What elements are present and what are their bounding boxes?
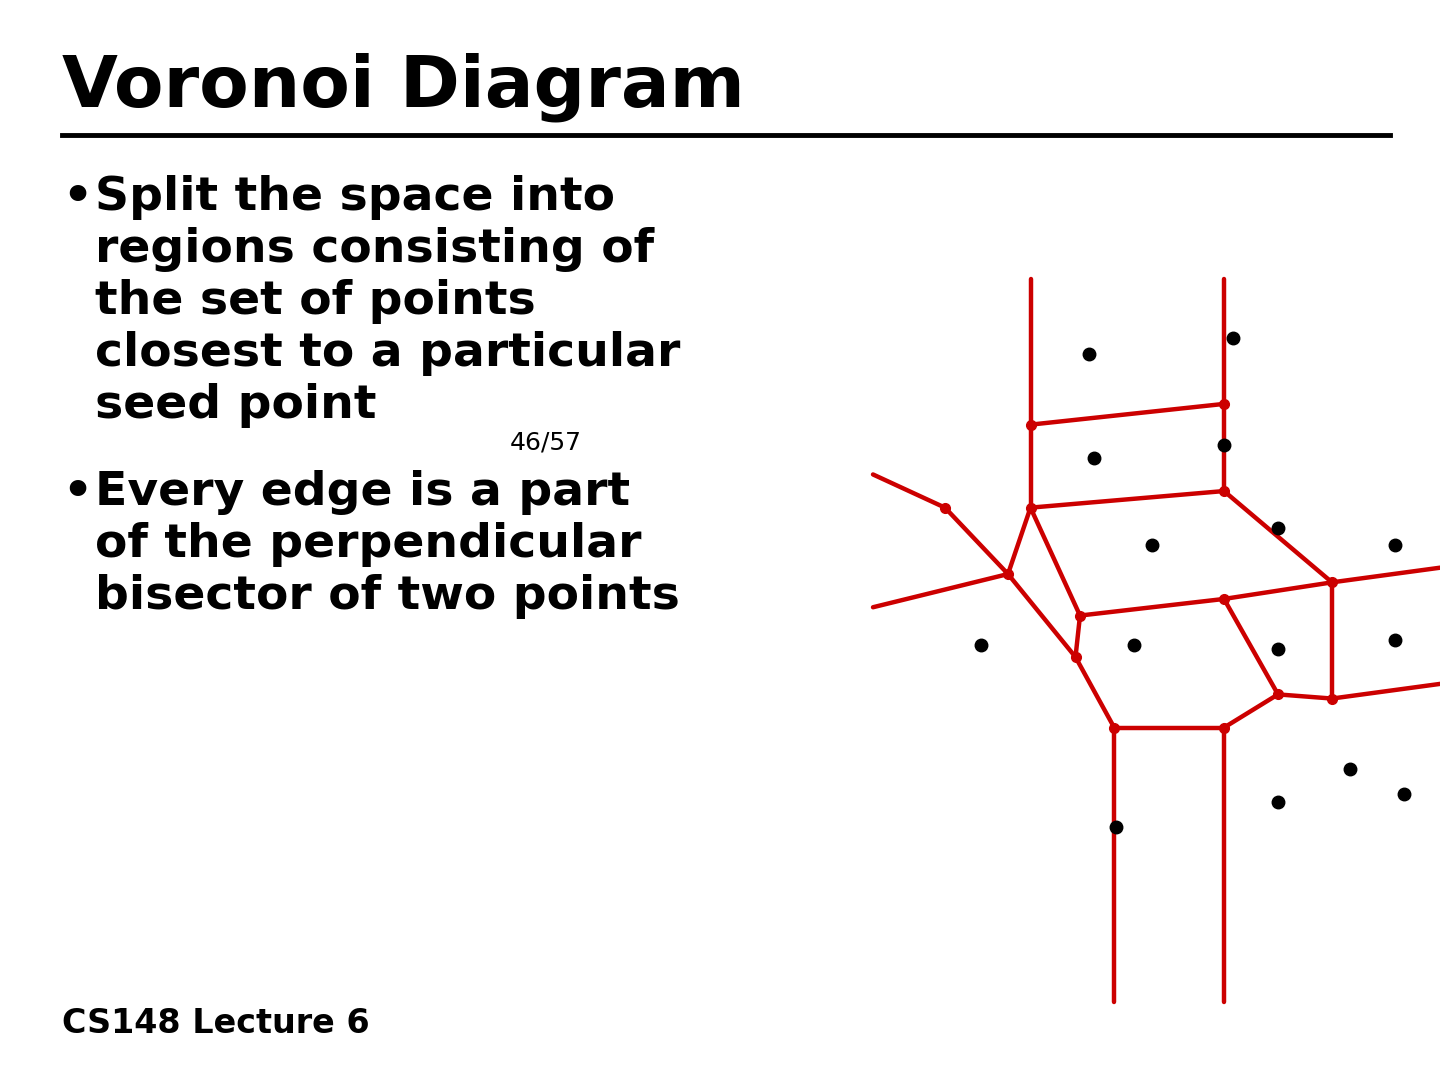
Text: regions consisting of: regions consisting of bbox=[95, 227, 654, 272]
Text: Voronoi Diagram: Voronoi Diagram bbox=[62, 52, 744, 121]
Text: the set of points: the set of points bbox=[95, 279, 536, 324]
Text: Split the space into: Split the space into bbox=[95, 175, 615, 220]
Text: Every edge is a part: Every edge is a part bbox=[95, 470, 631, 515]
Text: closest to a particular: closest to a particular bbox=[95, 330, 680, 376]
Text: seed point: seed point bbox=[95, 383, 376, 428]
Text: 46/57: 46/57 bbox=[510, 430, 582, 454]
Text: bisector of two points: bisector of two points bbox=[95, 573, 680, 619]
Text: •: • bbox=[62, 175, 92, 220]
Text: •: • bbox=[62, 470, 92, 515]
Text: CS148 Lecture 6: CS148 Lecture 6 bbox=[62, 1007, 370, 1040]
Text: of the perpendicular: of the perpendicular bbox=[95, 522, 641, 567]
